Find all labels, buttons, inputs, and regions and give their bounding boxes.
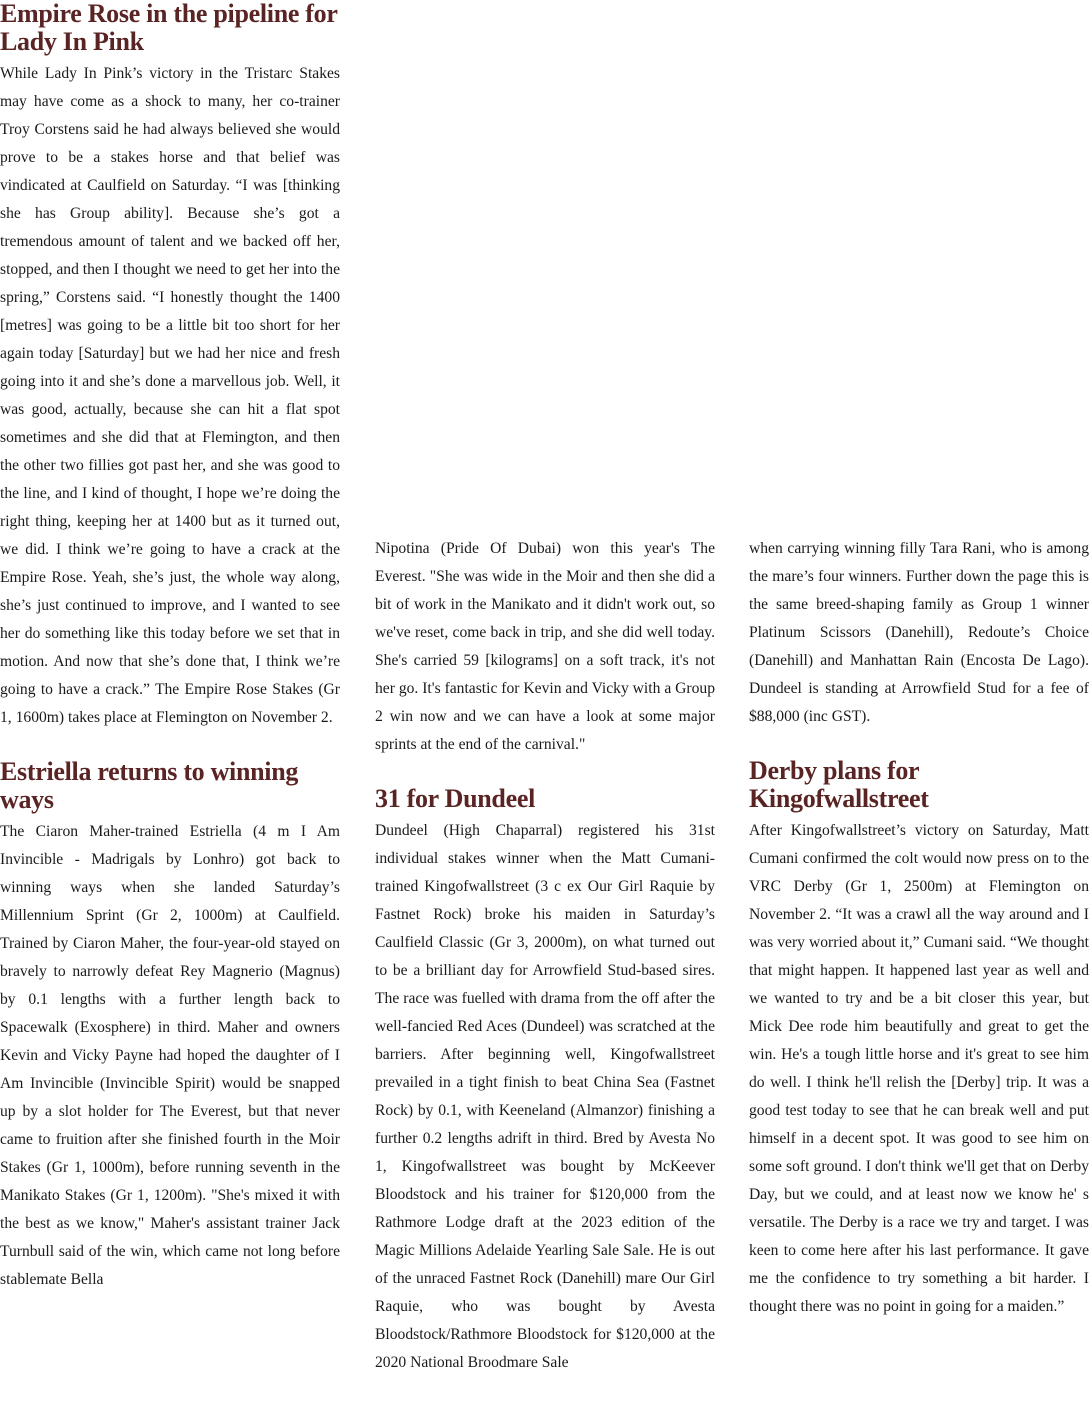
heading: 31 for Dundeel (375, 784, 535, 813)
heading: Derby plans for Kingofwallstreet (749, 756, 929, 813)
column: Nipotina (Pride Of Dubai) won this year'… (375, 535, 715, 1403)
paragraph: Dundeel (High Chaparral) registered his … (375, 822, 715, 1371)
paragraph: Nipotina (Pride Of Dubai) won this year'… (375, 540, 715, 753)
paragraph: when carrying winning filly Tara Rani, w… (749, 540, 1089, 725)
paragraph: While Lady In Pink’s victory in the Tris… (0, 65, 340, 726)
column: Empire Rose in the pipeline for Lady In … (0, 0, 340, 1320)
column: when carrying winning filly Tara Rani, w… (749, 535, 1089, 1347)
heading: Estriella returns to winning ways (0, 757, 299, 814)
paragraph: The Ciaron Maher-trained Estriella (4 m … (0, 823, 340, 1288)
heading: Empire Rose in the pipeline for Lady In … (0, 0, 338, 56)
paragraph: After Kingofwallstreet’s victory on Satu… (749, 822, 1089, 1315)
